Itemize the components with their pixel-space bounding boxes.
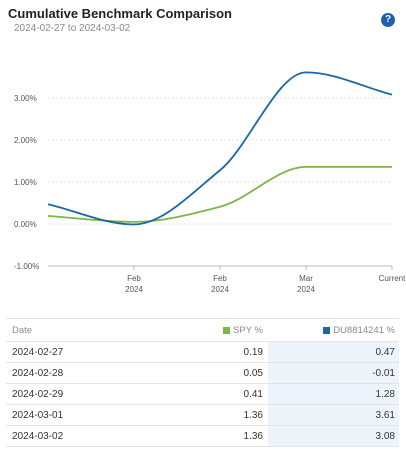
account-series-line bbox=[47, 71, 393, 226]
row-spy-value: 1.36 bbox=[243, 410, 263, 421]
help-icon[interactable]: ? bbox=[381, 13, 395, 27]
x-tick-label: Mar bbox=[299, 274, 313, 283]
row-date: 2024-02-27 bbox=[12, 347, 64, 358]
x-tick-label: 2024 bbox=[211, 285, 229, 294]
x-tick-label: Feb bbox=[127, 274, 141, 283]
table-header: Date SPY % DU8814241 % bbox=[6, 318, 399, 342]
account-swatch bbox=[323, 327, 331, 334]
row-spy-value: 0.19 bbox=[243, 347, 263, 358]
table-row: 2024-03-02 1.36 3.08 bbox=[6, 426, 399, 447]
y-tick-label: 1.00% bbox=[14, 178, 37, 187]
date-column-header[interactable]: Date bbox=[12, 325, 33, 336]
y-tick-label: -1.00% bbox=[14, 262, 39, 271]
benchmark-table: Date SPY % DU8814241 % 2024-02-27 0.19 0… bbox=[6, 318, 399, 447]
date-range: 2024-02-27 to 2024-03-02 bbox=[14, 23, 131, 34]
table-row: 2024-03-01 1.36 3.61 bbox=[6, 405, 399, 426]
table-row: 2024-02-29 0.41 1.28 bbox=[6, 384, 399, 405]
y-tick-label: 2.00% bbox=[14, 136, 37, 145]
account-column-header[interactable]: DU8814241 % bbox=[323, 325, 395, 336]
row-spy-value: 1.36 bbox=[243, 431, 263, 442]
y-tick-label: 0.00% bbox=[14, 220, 37, 229]
table-row: 2024-02-28 0.05 -0.01 bbox=[6, 363, 399, 384]
x-tick-label: 2024 bbox=[297, 285, 315, 294]
row-date: 2024-03-02 bbox=[12, 431, 64, 442]
row-account-value: 3.61 bbox=[375, 410, 395, 421]
x-tick-label: Feb bbox=[213, 274, 227, 283]
x-tick-label: Current bbox=[379, 274, 406, 283]
y-tick-label: 3.00% bbox=[14, 94, 37, 103]
chart-title: Cumulative Benchmark Comparison bbox=[8, 6, 232, 21]
row-date: 2024-02-29 bbox=[12, 389, 64, 400]
row-account-value: 0.47 bbox=[375, 347, 395, 358]
row-spy-value: 0.41 bbox=[243, 389, 263, 400]
spy-column-header[interactable]: SPY % bbox=[223, 325, 263, 336]
row-date: 2024-03-01 bbox=[12, 410, 64, 421]
row-account-value: 1.28 bbox=[375, 389, 395, 400]
table-row: 2024-02-27 0.19 0.47 bbox=[6, 342, 399, 363]
row-account-value: 3.08 bbox=[375, 431, 395, 442]
x-tick-label: 2024 bbox=[125, 285, 143, 294]
benchmark-line-chart: -1.00% 0.00% 1.00% 2.00% 3.00% Feb 2024 Feb 2024… bbox=[14, 71, 406, 294]
row-spy-value: 0.05 bbox=[243, 368, 263, 379]
spy-swatch bbox=[223, 327, 231, 334]
row-date: 2024-02-28 bbox=[12, 368, 64, 379]
spy-series-line bbox=[47, 165, 392, 223]
row-account-value: -0.01 bbox=[372, 368, 395, 379]
